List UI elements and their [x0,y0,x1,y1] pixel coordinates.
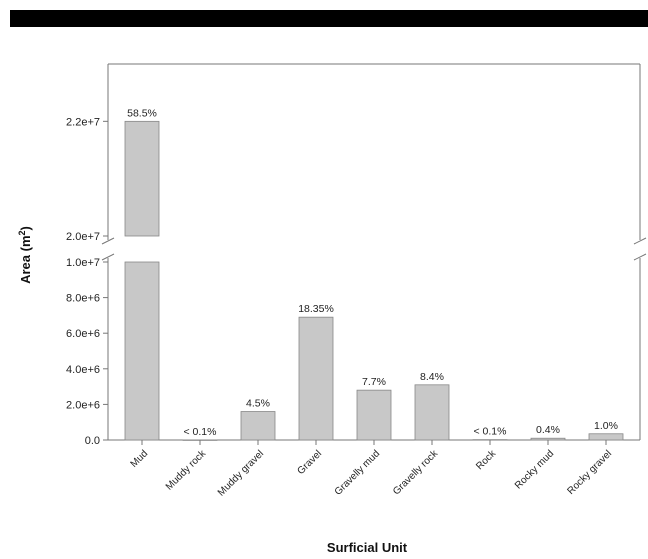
y-tick-label: 6.0e+6 [66,328,100,340]
y-tick-label: 4.0e+6 [66,364,100,376]
x-tick-label: Mud [129,448,151,470]
bar [240,411,276,441]
axis-break-mark-right-upper [633,237,647,245]
axis-break-mark-left-upper [101,237,115,245]
bar-segment-lower [124,261,160,441]
y-tick-label: 2.2e+7 [66,116,100,128]
x-tick-label: Rock [474,448,499,473]
y-axis-title: Area (m2) [17,226,33,284]
data-label: < 0.1% [184,426,217,438]
bar [414,384,450,441]
data-label: 7.7% [362,376,386,388]
data-label: 4.5% [246,398,270,410]
data-label: 18.35% [298,303,334,315]
data-label: < 0.1% [474,426,507,438]
axis-break-mark-right-lower [633,253,647,261]
y-tick-label: 8.0e+6 [66,293,100,305]
axis-break-mark-left-lower [101,253,115,261]
y-tick-label: 1.0e+7 [66,257,100,269]
top-black-band [10,10,648,27]
x-tick-label: Gravel [296,448,325,477]
x-tick-label: Gravelly mud [333,448,382,497]
x-tick-label: Muddy rock [164,448,209,493]
y-tick-label: 2.0e+7 [66,231,100,243]
x-tick-label: Muddy gravel [216,448,266,498]
data-label: 0.4% [536,424,560,436]
bar [298,316,334,441]
y-tick-label: 0.0 [85,435,100,447]
x-tick-label: Rocky mud [513,448,556,491]
bar [588,433,624,441]
bar [356,389,392,441]
bar-segment-upper [124,120,160,237]
data-label: 8.4% [420,371,444,383]
y-tick-label: 2.0e+6 [66,399,100,411]
data-label: 1.0% [594,420,618,432]
bar [530,437,566,441]
data-label: 58.5% [127,107,157,119]
x-tick-label: Rocky gravel [565,448,614,497]
x-tick-label: Gravelly rock [391,448,441,498]
x-axis-title: Surficial Unit [327,540,408,555]
